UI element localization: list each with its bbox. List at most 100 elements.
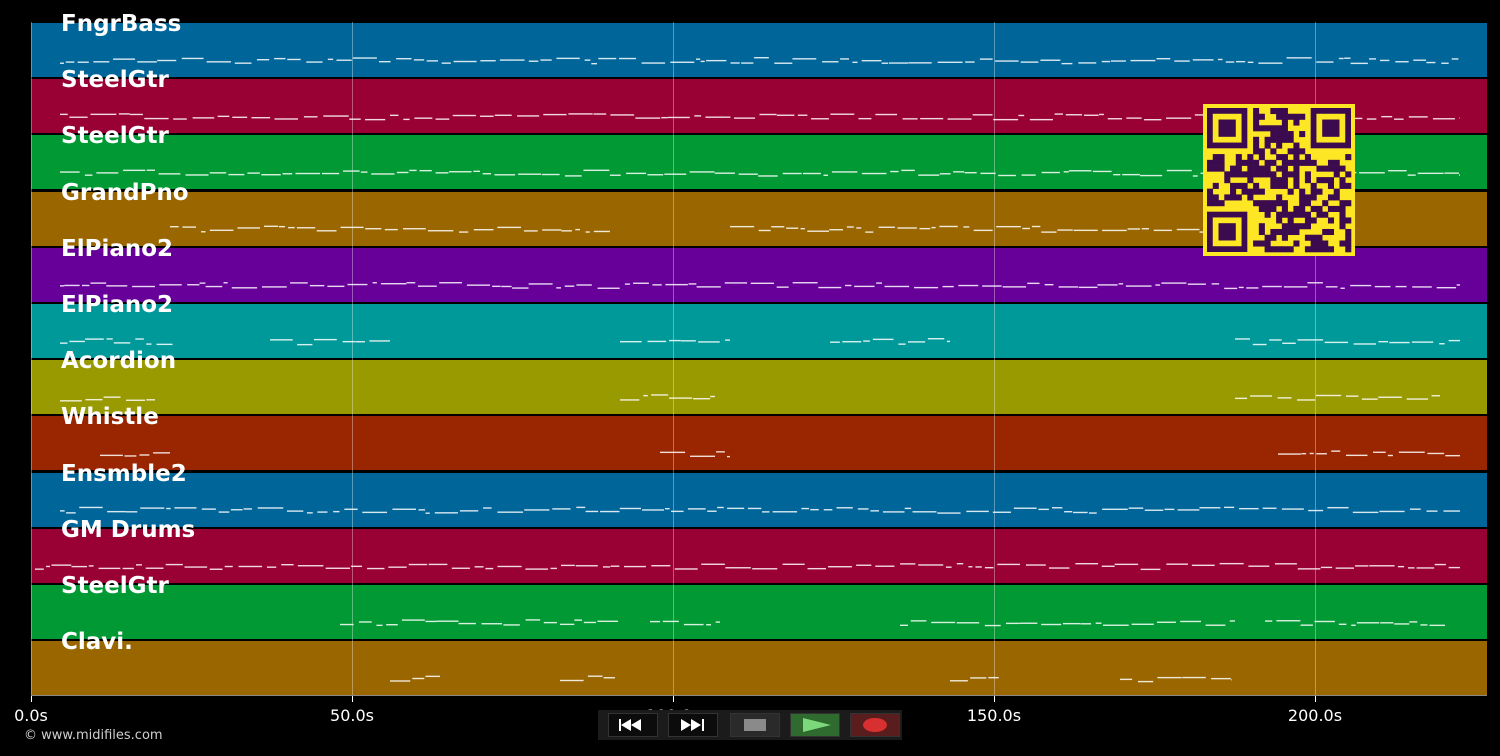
qr-module	[1333, 165, 1340, 172]
note	[1002, 286, 1027, 288]
note	[1250, 395, 1273, 397]
track-lane[interactable]: Whistle	[31, 404, 1487, 471]
note	[1374, 285, 1391, 288]
qr-module	[1253, 240, 1260, 247]
note	[1387, 454, 1393, 457]
note	[543, 113, 567, 116]
note	[1309, 452, 1314, 455]
note	[1187, 283, 1206, 285]
note	[724, 282, 748, 284]
play-button[interactable]	[790, 713, 840, 737]
note	[290, 282, 308, 284]
note	[939, 173, 951, 175]
note	[497, 511, 524, 513]
track-lane[interactable]: Acordion	[31, 348, 1487, 415]
note	[583, 169, 610, 172]
track-lane[interactable]: ElPiano2	[31, 292, 1487, 358]
note	[503, 624, 520, 626]
note	[956, 563, 964, 565]
note	[647, 340, 667, 343]
qr-module	[1287, 159, 1294, 166]
note	[620, 340, 642, 343]
note	[1125, 285, 1152, 287]
note	[1192, 59, 1214, 61]
qr-module	[1276, 217, 1283, 224]
note	[624, 283, 631, 285]
stop-button[interactable]	[730, 713, 780, 737]
axis-tick	[994, 696, 995, 702]
qr-module	[1258, 188, 1265, 195]
note	[364, 118, 386, 121]
note	[970, 677, 987, 679]
note	[1258, 62, 1283, 64]
note	[668, 397, 693, 399]
note	[1075, 562, 1099, 565]
note	[920, 117, 944, 120]
track-lane[interactable]: GM Drums	[31, 517, 1487, 583]
qr-module	[1339, 205, 1346, 212]
note	[1265, 620, 1273, 622]
rewind-button[interactable]	[608, 713, 658, 737]
qr-module	[1212, 200, 1219, 207]
track-lane[interactable]: Ensmble2	[31, 461, 1487, 527]
qr-module	[1327, 165, 1335, 172]
qr-module	[1339, 211, 1346, 218]
note	[518, 173, 542, 175]
note	[45, 565, 51, 568]
track-lane[interactable]: Clavi.	[31, 629, 1487, 696]
note	[392, 508, 417, 510]
note	[1380, 622, 1394, 624]
note	[327, 285, 345, 288]
note	[1412, 286, 1432, 288]
note	[261, 174, 281, 176]
note	[480, 115, 494, 117]
note	[412, 677, 425, 680]
note	[1274, 563, 1297, 565]
note	[564, 175, 582, 177]
track-name: GM Drums	[61, 516, 196, 543]
note	[153, 452, 170, 454]
track-lane[interactable]: FngrBass	[31, 11, 1487, 77]
note	[251, 116, 271, 119]
qr-module	[1247, 194, 1254, 201]
note	[1078, 286, 1098, 289]
note	[829, 229, 844, 231]
qr-module	[1299, 113, 1306, 120]
qr-module	[1230, 171, 1237, 178]
note	[901, 169, 915, 172]
note	[914, 286, 939, 289]
note	[1224, 506, 1235, 509]
qr-module	[1310, 188, 1317, 195]
note	[1021, 174, 1036, 176]
note	[842, 341, 862, 343]
qr-module	[1253, 125, 1260, 132]
note	[482, 173, 492, 175]
note	[585, 231, 590, 233]
note	[946, 340, 950, 343]
note	[1262, 285, 1282, 288]
qr-module	[1281, 223, 1288, 230]
record-button[interactable]	[850, 713, 900, 737]
note	[690, 455, 716, 457]
note	[786, 227, 799, 229]
track-lane[interactable]: SteelGtr	[31, 573, 1487, 639]
note	[856, 564, 872, 566]
note	[831, 171, 858, 173]
note	[137, 61, 157, 63]
note	[1141, 228, 1149, 230]
qr-module	[1264, 165, 1271, 172]
track-lane[interactable]: ElPiano2	[31, 236, 1487, 302]
qr-module	[1310, 182, 1317, 189]
note	[322, 172, 340, 175]
qr-module	[1281, 228, 1288, 236]
note	[1448, 566, 1460, 569]
fast-forward-button[interactable]	[668, 713, 718, 737]
note	[209, 229, 234, 232]
qr-module	[1258, 240, 1265, 247]
qr-module	[1264, 159, 1271, 166]
note	[317, 511, 328, 513]
note	[1238, 286, 1244, 289]
qr-module	[1327, 182, 1335, 189]
note	[641, 62, 666, 64]
note	[1443, 510, 1460, 512]
